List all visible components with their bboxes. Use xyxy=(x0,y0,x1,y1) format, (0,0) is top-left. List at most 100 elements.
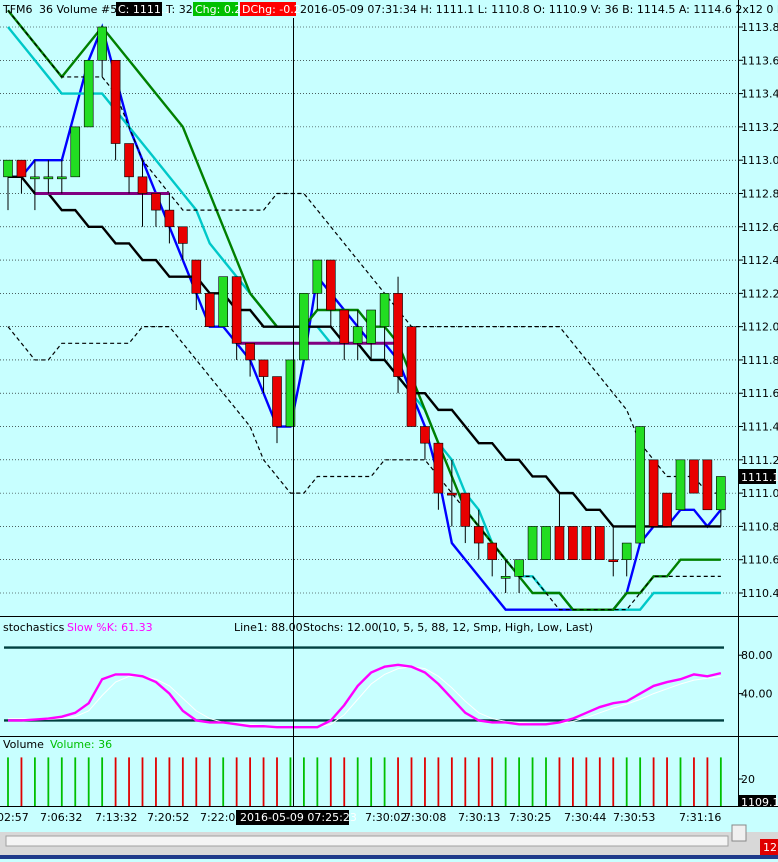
time-label: 7:06:32 xyxy=(40,811,82,824)
bar-info-label: 2016-05-09 07:31:34 H: 1111.1 L: 1110.8 … xyxy=(300,3,778,16)
price-tick-label: 1110.8 xyxy=(741,520,778,533)
candle-body xyxy=(675,459,686,511)
candle-body xyxy=(662,492,672,527)
volume-bars xyxy=(7,757,722,806)
time-label: 7:30:25 xyxy=(509,811,551,824)
dchg-label: DChg: -0.2 xyxy=(242,3,301,16)
last-price-label: 1111.1 xyxy=(741,471,778,484)
price-tick-label: 1111.6 xyxy=(741,387,778,400)
scroll-badge[interactable] xyxy=(760,839,778,855)
bollinger-band-line xyxy=(7,326,721,611)
candle-body xyxy=(648,459,659,527)
stoch-line xyxy=(8,666,721,728)
bar-number-label: #5 xyxy=(101,3,117,16)
candle-body xyxy=(702,459,713,511)
candle-body xyxy=(594,526,605,561)
scrollbar-gap xyxy=(0,829,778,832)
time-axis[interactable] xyxy=(0,807,778,829)
stoch-tick-label: 80.00 xyxy=(741,649,773,662)
price-tick-label: 1113.0 xyxy=(741,154,778,167)
chg-badge xyxy=(193,2,238,16)
price-indicator-lines xyxy=(7,9,722,611)
stoch-tick-label: 40.00 xyxy=(741,688,773,701)
candle-body xyxy=(487,542,498,561)
candle-body xyxy=(541,526,551,561)
candle-body xyxy=(473,526,484,544)
candle-body xyxy=(191,259,202,294)
volume-last-badge xyxy=(739,795,776,809)
price-tick-label: 1111.2 xyxy=(741,454,778,467)
candle-body xyxy=(527,526,538,561)
price-tick-label: 1110.6 xyxy=(741,554,778,567)
candle-body xyxy=(420,426,430,444)
bar-type-label: 36 Volume xyxy=(39,3,98,16)
time-label: 7:30:53 xyxy=(613,811,655,824)
price-tick-label: 1111.0 xyxy=(741,487,778,500)
candle-body xyxy=(554,526,565,561)
candle-body xyxy=(689,459,699,494)
candle-body xyxy=(231,276,242,344)
candle-body xyxy=(460,492,471,527)
price-tick-label: 1113.2 xyxy=(741,121,778,134)
time-cursor-badge xyxy=(236,810,349,825)
candle-body xyxy=(30,176,40,180)
time-label: 7:30:44 xyxy=(564,811,606,824)
moving-average-line xyxy=(8,175,721,528)
stoch-name: stochastics xyxy=(3,621,65,634)
candle-body xyxy=(635,426,645,544)
candle-body xyxy=(621,542,632,561)
candle-body xyxy=(447,492,457,496)
candle-body xyxy=(110,59,121,144)
candle-body xyxy=(406,326,417,427)
time-label: 7:30:02 xyxy=(365,811,407,824)
volume-name: Volume xyxy=(3,738,44,751)
stoch-line1: Line1: 88.00 xyxy=(234,621,303,634)
candle-body xyxy=(43,176,54,180)
time-cursor-label: 2016-05-09 07:25:23 xyxy=(240,811,357,824)
dchg-badge xyxy=(240,2,296,16)
candle-body xyxy=(393,293,403,377)
candle-body xyxy=(204,293,215,327)
price-tick-label: 1112.8 xyxy=(741,187,778,200)
scrollbar-thumb[interactable] xyxy=(5,835,729,847)
price-tick-label: 1113.4 xyxy=(741,88,778,101)
candle-body xyxy=(70,126,81,178)
candle-body xyxy=(514,559,524,577)
price-tick-label: 1113.8 xyxy=(741,21,778,34)
price-axis-ticks: 1113.8 1113.6 1113.4 1113.2 1113.0 1112.8 1112… xyxy=(738,21,778,600)
price-panel[interactable] xyxy=(0,0,738,616)
candle-body xyxy=(581,526,592,561)
time-label: 7:22:09 xyxy=(200,811,242,824)
candle-body xyxy=(608,559,619,563)
volume-axis-ticks: 20 xyxy=(738,773,755,786)
time-label: 7:20:52 xyxy=(147,811,189,824)
candle-body xyxy=(178,226,188,244)
candle-body xyxy=(285,359,296,427)
time-label: 7:31:16 xyxy=(679,811,721,824)
candle-body xyxy=(151,193,161,211)
candle-body xyxy=(339,309,350,344)
candle-body xyxy=(500,576,511,579)
window-bottom-bar xyxy=(0,855,778,859)
time-axis-labels: 02:57 7:06:32 7:13:32 7:20:52 7:22:09 7:30:02… xyxy=(0,811,721,824)
candle-body xyxy=(16,159,27,178)
candle-body xyxy=(325,259,336,311)
time-label: 7:30:08 xyxy=(404,811,446,824)
price-axis-panel[interactable] xyxy=(738,0,778,859)
candle-body xyxy=(366,309,376,344)
candle-body xyxy=(137,176,148,194)
candle-body xyxy=(352,326,363,344)
stoch-line xyxy=(8,663,722,729)
candle-body xyxy=(83,59,94,128)
volume-tick-label: 20 xyxy=(741,773,755,786)
stoch-params: (10, 5, 5, 88, 12, Smp, High, Low, Last) xyxy=(378,621,593,634)
scroll-right-button[interactable] xyxy=(731,824,747,842)
candle-body xyxy=(56,176,67,180)
price-tick-label: 1111.4 xyxy=(741,421,778,434)
price-tick-label: 1112.4 xyxy=(741,254,778,267)
candle-body xyxy=(272,376,282,427)
volume-panel[interactable] xyxy=(0,736,738,806)
candle-body xyxy=(258,359,269,377)
candle-body xyxy=(433,442,444,494)
